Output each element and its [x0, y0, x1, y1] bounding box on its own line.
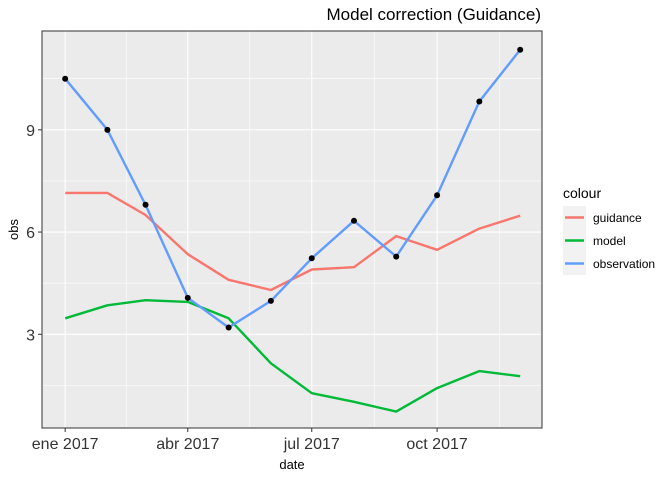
x-axis-title: date [279, 457, 304, 472]
legend-label-observation: observation [593, 257, 655, 271]
x-tick-label: abr 2017 [156, 436, 219, 453]
observation-point [184, 294, 191, 301]
panel-border [41, 30, 543, 429]
minor-gridlines [42, 31, 542, 428]
x-tick-label: ene 2017 [32, 436, 99, 453]
y-tick-label: 6 [26, 225, 35, 242]
observation-point [434, 192, 441, 199]
chart-title: Model correction (Guidance) [327, 5, 541, 24]
observation-point [393, 253, 400, 260]
series-line-model [64, 299, 521, 413]
x-tick-label: oct 2017 [406, 436, 467, 453]
series-lines [64, 48, 522, 413]
legend: colour guidance model observation [563, 185, 655, 275]
y-tick-label: 3 [26, 327, 35, 344]
legend-title: colour [563, 185, 601, 201]
legend-label-model: model [593, 234, 626, 248]
y-axis-title: obs [6, 219, 21, 240]
y-axis: 3 6 9 [26, 123, 42, 344]
observation-point [350, 217, 357, 224]
observation-point [517, 46, 524, 53]
observation-point [225, 324, 232, 331]
x-tick-label: jul 2017 [283, 436, 340, 453]
series-line-observation [64, 48, 522, 329]
observation-point [308, 255, 315, 262]
plot-panel [41, 30, 543, 429]
y-tick-label: 9 [26, 123, 35, 140]
observation-point [476, 98, 483, 105]
observation-point [104, 126, 111, 133]
observation-point [142, 201, 149, 208]
observation-point [62, 75, 69, 82]
x-axis: ene 2017 abr 2017 jul 2017 oct 2017 [32, 428, 468, 453]
major-gridlines [42, 31, 542, 428]
observation-points [62, 46, 524, 331]
legend-label-guidance: guidance [593, 211, 642, 225]
observation-point [267, 297, 274, 304]
